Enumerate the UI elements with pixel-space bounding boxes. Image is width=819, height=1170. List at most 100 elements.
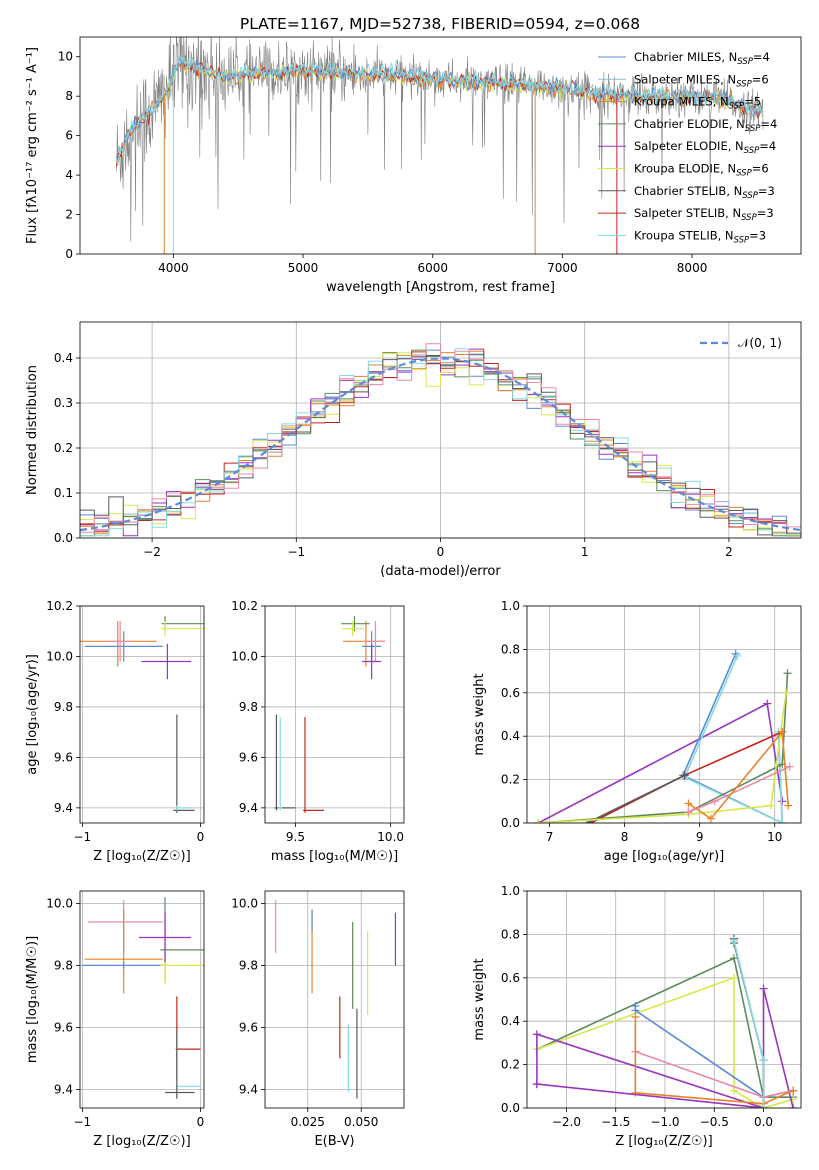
x-axis-label: age [log₁₀(age/yr)] (604, 849, 725, 864)
legend-label: Chabrier MILES, NSSP=4 (634, 50, 770, 67)
grid-mass-vs-EBV (265, 891, 404, 1108)
axes-frame (264, 890, 405, 1109)
x-tick-label: 1 (581, 545, 589, 559)
y-tick-label: 0.6 (501, 971, 520, 985)
axes-age-vs-Z: −1 0 9.4 9.6 9.8 10.0 10.2 Z [log₁₀(Z/Z☉)] age [… (25, 599, 205, 864)
axes-mw-vs-age: 7 8 9 10 0.0 0.2 0.4 0.6 0.8 1.0 age [log₁₀(age/yr… (472, 599, 802, 864)
mass-weight-marker (789, 1086, 798, 1095)
y-tick-label: 10.0 (46, 649, 73, 663)
x-tick-label: 0 (197, 830, 205, 844)
mass-weight-marker (706, 814, 715, 823)
x-tick-label: −2.0 (552, 1115, 581, 1129)
mass-weight-line (687, 729, 789, 820)
x-tick-label: 6000 (417, 261, 448, 275)
mass-weight-marker (783, 669, 792, 678)
mass-weight-marker (729, 973, 738, 982)
ticks-mass-vs-EBV: 0.025 0.050 9.4 9.6 9.8 10.0 (231, 896, 378, 1129)
mass-weight-marker (781, 688, 790, 697)
y-tick-label: 0.2 (54, 441, 73, 455)
y-tick-label: 9.8 (239, 700, 258, 714)
errorbar-point (362, 643, 382, 680)
y-tick-label: 9.4 (239, 801, 258, 815)
errorbar-point (303, 717, 325, 813)
y-tick-label: 9.6 (54, 750, 73, 764)
y-axis-label: Normed distribution (25, 365, 40, 495)
y-tick-label: 0.0 (501, 1101, 520, 1115)
y-tick-label: 0.0 (54, 531, 73, 545)
errorbar-point (108, 621, 132, 662)
legend-label: Chabrier ELODIE, NSSP=4 (634, 117, 777, 134)
mass-weight-marker (729, 936, 738, 945)
y-tick-label: 10 (58, 50, 73, 64)
legend-label: Salpeter MILES, NSSP=6 (634, 72, 769, 89)
errorbar-point (139, 912, 192, 963)
mass-weight-marker (778, 819, 787, 823)
y-axis-label: mass weight (472, 958, 487, 1040)
y-tick-label: 0.6 (501, 686, 520, 700)
axes-frame (79, 890, 205, 1109)
axes-frame (526, 890, 802, 1109)
legend-label: Salpeter ELODIE, NSSP=4 (634, 139, 776, 156)
x-tick-label: 9 (696, 830, 704, 844)
x-tick-label: 0 (437, 545, 445, 559)
axes-spectrum: 4000 5000 6000 7000 8000 0 2 4 6 8 10 wavelength [A… (25, 36, 802, 295)
ticks-mass-vs-Z: −1 0 9.4 9.6 9.8 10.0 (46, 896, 204, 1129)
errorbar-point (84, 909, 163, 994)
x-tick-label: 10.0 (377, 830, 404, 844)
errorbar-point (161, 621, 204, 637)
x-tick-label: 9.5 (286, 830, 305, 844)
ticks-residuals: −2 −1 0 1 2 0.0 0.1 0.2 0.3 0.4 (54, 351, 733, 559)
x-axis-label: mass [log₁₀(M/M☉)] (271, 849, 398, 864)
axes-frame (79, 321, 802, 539)
x-tick-label: 8 (621, 830, 629, 844)
normal-curve (80, 357, 801, 532)
x-axis-label: Z [log₁₀(Z/Z☉)] (615, 1134, 712, 1149)
axes-frame (526, 605, 802, 824)
y-tick-label: 8 (65, 89, 73, 103)
mass-weight-marker (684, 808, 693, 817)
axes-residuals: −2 −1 0 1 2 0.0 0.1 0.2 0.3 0.4 (data-model)/error… (25, 321, 802, 579)
x-tick-label: 0.025 (291, 1115, 325, 1129)
errorbar-point (84, 631, 163, 662)
y-tick-label: 0.4 (501, 729, 520, 743)
mass-weight-marker (763, 699, 772, 708)
y-tick-label: 0.0 (501, 816, 520, 830)
errorbar-point (365, 621, 385, 662)
x-axis-label: Z [log₁₀(Z/Z☉)] (93, 849, 190, 864)
x-tick-label: 2 (725, 545, 733, 559)
y-tick-label: 2 (65, 208, 73, 222)
errorbar-point (165, 1030, 195, 1099)
mass-weight-marker (733, 651, 742, 660)
y-tick-label: 1.0 (501, 884, 520, 898)
y-tick-label: 1.0 (501, 599, 520, 613)
y-tick-label: 9.4 (54, 801, 73, 815)
legend-label: Kroupa MILES, NSSP=5 (634, 95, 761, 112)
mass-weight-line (586, 774, 685, 823)
x-tick-label: −2 (143, 545, 161, 559)
legend-label: Kroupa STELIB, NSSP=3 (634, 228, 766, 245)
y-tick-label: 10.0 (46, 896, 73, 910)
plot-area-age-vs-mass (274, 616, 385, 813)
x-tick-label: −1 (287, 545, 305, 559)
mass-weight-marker (778, 727, 787, 736)
residual-histogram-step (80, 352, 801, 535)
y-tick-label: 0.1 (54, 486, 73, 500)
axes-mass-vs-EBV: 0.025 0.050 9.4 9.6 9.8 10.0 E(B-V) (231, 890, 405, 1149)
y-axis-label: Flux [fλ10⁻¹⁷ erg cm⁻² s⁻¹ A⁻¹] (25, 47, 40, 244)
mass-weight-line (683, 655, 784, 823)
x-tick-label: −0.5 (700, 1115, 729, 1129)
y-tick-label: 4 (65, 168, 73, 182)
y-tick-label: 9.4 (54, 1082, 73, 1096)
y-tick-label: 0.4 (501, 1014, 520, 1028)
mass-weight-marker (759, 984, 768, 993)
mass-weight-marker (778, 797, 787, 806)
plot-area-mass-vs-Z (82, 897, 204, 1099)
mass-weight-line (536, 988, 794, 1108)
x-axis-label: Z [log₁₀(Z/Z☉)] (93, 1134, 190, 1149)
y-tick-label: 0.2 (501, 773, 520, 787)
legend-label: Salpeter STELIB, NSSP=3 (634, 206, 774, 223)
ticks-age-vs-mass: 9.5 10.0 9.4 9.6 9.8 10.0 10.2 (231, 599, 404, 844)
mass-weight-marker (785, 762, 794, 771)
y-tick-label: 10.0 (231, 649, 258, 663)
